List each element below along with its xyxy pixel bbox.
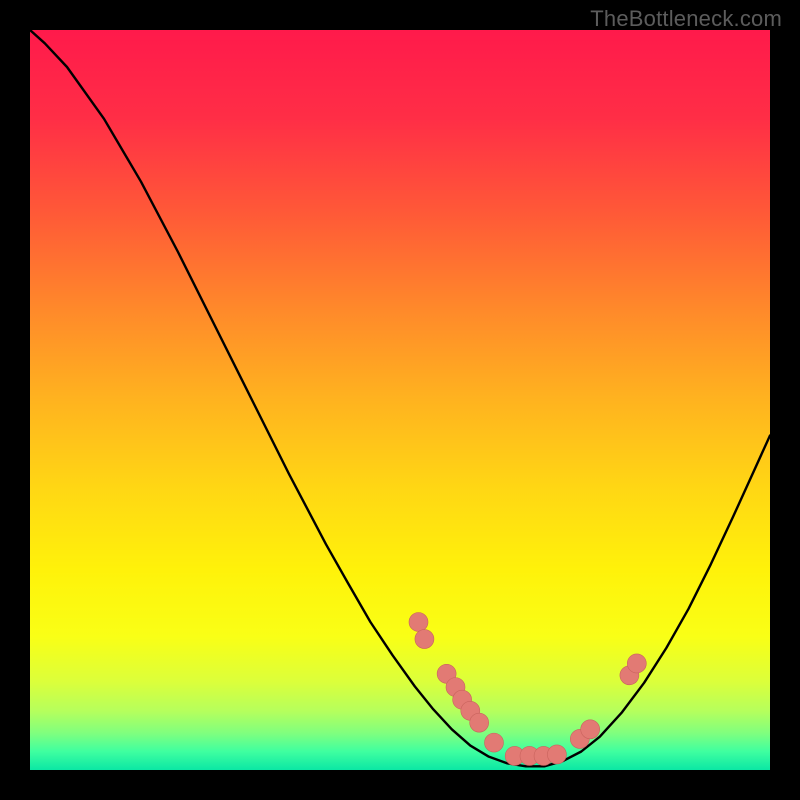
plot-area [30,30,770,770]
marker-dot [415,630,434,649]
watermark-text: TheBottleneck.com [590,6,782,32]
marker-dot [547,745,566,764]
marker-dot [581,720,600,739]
marker-dot [470,713,489,732]
chart-svg [30,30,770,770]
chart-frame: TheBottleneck.com [0,0,800,800]
marker-dot [484,733,503,752]
marker-dot [409,613,428,632]
marker-dot [627,654,646,673]
